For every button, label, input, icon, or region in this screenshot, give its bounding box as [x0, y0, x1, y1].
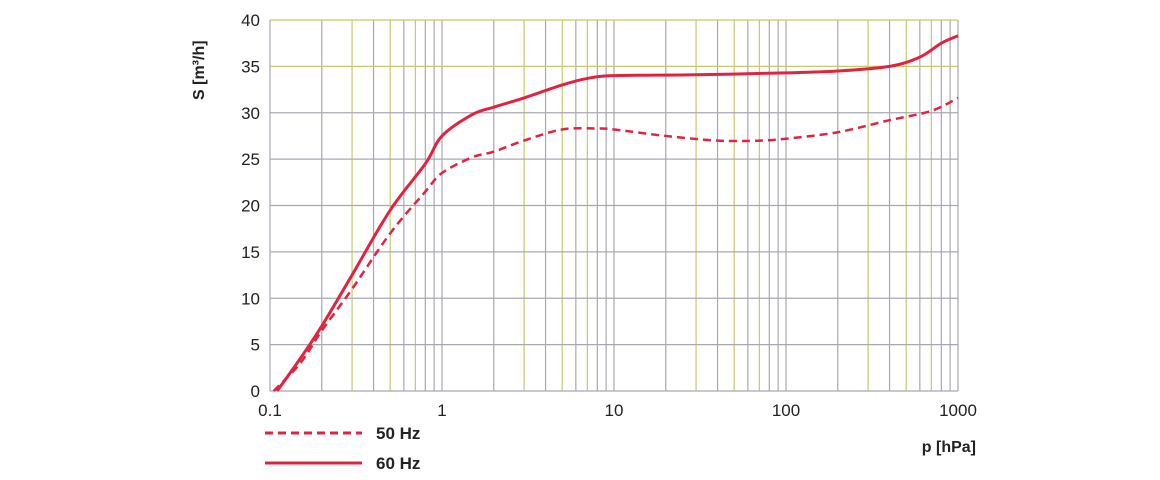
series-line-60-hz: [275, 34, 959, 392]
series-lines: [272, 34, 959, 392]
y-tick-label: 35: [241, 57, 260, 76]
grid: [269, 19, 959, 392]
y-tick-label: 0: [251, 382, 260, 401]
x-tick-label: 1000: [939, 401, 977, 420]
legend-label: 60 Hz: [376, 454, 420, 473]
y-tick-label: 5: [251, 336, 260, 355]
series-line-50-hz: [272, 96, 959, 392]
y-tick-label: 25: [241, 150, 260, 169]
y-axis-label: S [m³/h]: [191, 40, 208, 100]
y-tick-label: 30: [241, 104, 260, 123]
legend-label: 50 Hz: [376, 424, 420, 443]
x-tick-label: 10: [605, 401, 624, 420]
x-tick-label: 1: [437, 401, 446, 420]
x-axis-label: p [hPa]: [922, 439, 976, 456]
y-tick-label: 15: [241, 243, 260, 262]
tick-labels: 0 5 10 15 20 25 30 35 40 0.1 1 10 100 1000: [241, 11, 977, 420]
y-tick-label: 40: [241, 11, 260, 30]
x-tick-label: 0.1: [258, 401, 282, 420]
x-tick-label: 100: [772, 401, 800, 420]
legend: 50 Hz 60 Hz: [265, 424, 420, 473]
y-tick-label: 10: [241, 289, 260, 308]
y-tick-label: 20: [241, 197, 260, 216]
